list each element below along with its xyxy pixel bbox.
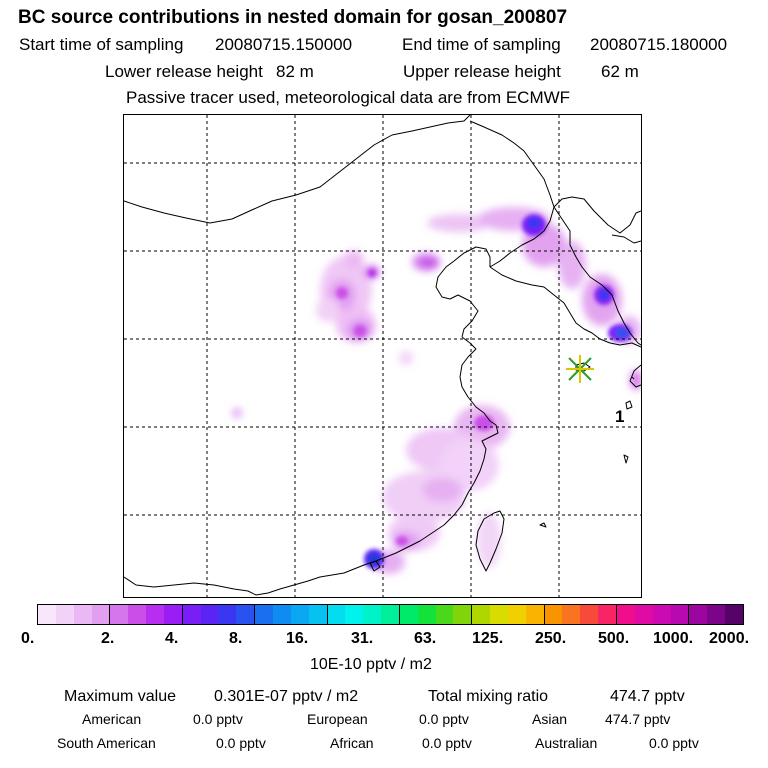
colorbar-swatch: [580, 605, 599, 624]
colorbar-tick: 125.: [472, 630, 504, 647]
coastlines: [124, 115, 641, 596]
colorbar-swatch: [689, 605, 708, 624]
colorbar-swatch: [255, 605, 273, 624]
african-label: African: [330, 735, 374, 751]
colorbar-swatch: [91, 605, 111, 624]
colorbar-swatch: [472, 605, 491, 624]
colorbar-swatch: [453, 605, 473, 624]
total-mixing-label: Total mixing ratio: [428, 688, 549, 705]
colorbar-swatch: [73, 605, 92, 624]
max-value: 0.301E-07 pptv / m2: [214, 688, 359, 705]
end-time-value: 20080715.180000: [590, 35, 728, 54]
european-label: European: [307, 711, 368, 727]
colorbar-tick: 500.: [598, 630, 630, 647]
colorbar-swatch: [490, 605, 508, 624]
colorbar-swatch: [110, 605, 129, 624]
upper-release-label: Upper release height: [403, 62, 561, 81]
concentration-hotspots: [336, 214, 632, 569]
european-value: 0.0 pptv: [419, 711, 469, 727]
colorbar-swatch: [381, 605, 400, 624]
colorbar-swatch: [725, 605, 743, 624]
colorbar-tick: 16.: [286, 630, 309, 647]
asian-value: 474.7 pptv: [605, 711, 671, 727]
colorbar-swatch: [272, 605, 291, 624]
colorbar-swatch: [363, 605, 382, 624]
colorbar-swatch: [146, 605, 164, 624]
colorbar-swatch: [707, 605, 726, 624]
colorbar-swatch: [218, 605, 237, 624]
colorbar-swatch: [652, 605, 671, 624]
colorbar-swatch: [399, 605, 418, 624]
colorbar-tick: 250.: [535, 630, 567, 647]
concentration-plume: [232, 207, 641, 574]
end-time-label: End time of sampling: [402, 35, 561, 54]
colorbar-tick: 4.: [165, 630, 179, 647]
start-time-label: Start time of sampling: [19, 35, 184, 54]
american-value: 0.0 pptv: [193, 711, 243, 727]
lower-release-label: Lower release height: [105, 62, 263, 81]
colorbar-swatch: [200, 605, 219, 624]
colorbar-swatch: [417, 605, 436, 624]
colorbar-swatch: [55, 605, 74, 624]
colorbar-swatch: [544, 605, 563, 624]
south-american-value: 0.0 pptv: [216, 735, 266, 751]
colorbar-tick: 2000.: [709, 630, 750, 647]
data-source-note: Passive tracer used, meteorological data…: [126, 88, 571, 107]
colorbar-tick: 31.: [351, 630, 374, 647]
colorbar-swatch: [670, 605, 690, 624]
colorbar-tick: 8.: [229, 630, 243, 647]
american-label: American: [82, 711, 142, 727]
receptor-star-marker: [566, 355, 594, 383]
colorbar-swatch: [163, 605, 183, 624]
colorbar-swatch: [598, 605, 617, 624]
colorbar-swatch: [525, 605, 545, 624]
colorbar-swatch: [236, 605, 256, 624]
colorbar-swatch: [562, 605, 581, 624]
colorbar-tick: 0.: [21, 630, 35, 647]
lat-lon-grid: [124, 115, 641, 597]
colorbar-tick: 1000.: [653, 630, 694, 647]
australian-value: 0.0 pptv: [649, 735, 699, 751]
colorbar-swatch: [345, 605, 364, 624]
plot-title: BC source contributions in nested domain…: [18, 7, 568, 28]
colorbar-swatch: [507, 605, 526, 624]
colorbar-swatch: [327, 605, 346, 624]
upper-release-value: 62 m: [601, 62, 639, 81]
colorbar-swatch: [290, 605, 309, 624]
lower-release-value: 82 m: [276, 62, 314, 81]
colorbar-swatch: [38, 605, 56, 624]
colorbar: [37, 604, 744, 625]
colorbar-swatch: [617, 605, 635, 624]
receptor-number-label: 1: [615, 407, 625, 426]
south-american-label: South American: [57, 735, 156, 751]
australian-label: Australian: [535, 735, 598, 751]
colorbar-unit: 10E-10 pptv / m2: [310, 656, 432, 673]
map-canvas: [124, 115, 641, 597]
start-time-value: 20080715.150000: [215, 35, 353, 54]
colorbar-swatch: [128, 605, 147, 624]
map-panel: 1: [123, 114, 642, 598]
colorbar-tick: 2.: [101, 630, 115, 647]
colorbar-swatch: [182, 605, 201, 624]
colorbar-tick: 63.: [414, 630, 437, 647]
colorbar-swatch: [308, 605, 328, 624]
max-value-label: Maximum value: [64, 688, 177, 705]
total-mixing-value: 474.7 pptv: [610, 688, 685, 705]
colorbar-swatch: [634, 605, 653, 624]
african-value: 0.0 pptv: [422, 735, 472, 751]
asian-label: Asian: [532, 711, 568, 727]
colorbar-swatch: [435, 605, 454, 624]
